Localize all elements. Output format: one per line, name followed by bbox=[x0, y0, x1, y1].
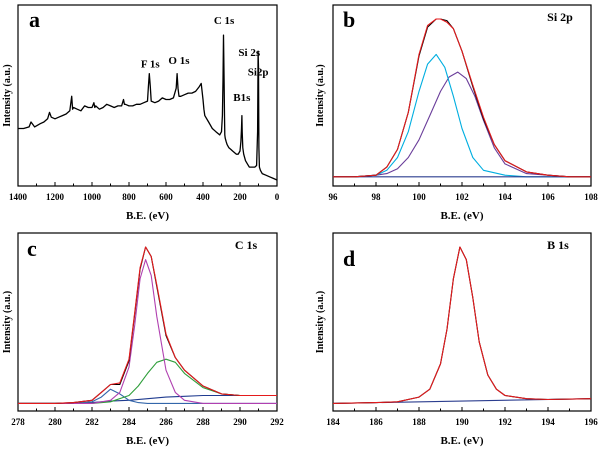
x-tick-label: 800 bbox=[122, 192, 136, 202]
x-tick-label: 100 bbox=[412, 192, 426, 202]
x-tick-label: 104 bbox=[498, 192, 512, 202]
series-line-3 bbox=[332, 246, 592, 404]
plot-frame bbox=[332, 4, 592, 187]
x-tick-label: 98 bbox=[372, 192, 382, 202]
x-tick-label: 96 bbox=[329, 192, 339, 202]
x-axis-title: B.E. (eV) bbox=[440, 435, 483, 447]
peak-label: F 1s bbox=[141, 58, 161, 70]
panel-title: Si 2p bbox=[547, 10, 573, 24]
peak-label: C 1s bbox=[214, 15, 235, 27]
y-axis-title: Intensity (a.u.) bbox=[315, 291, 326, 354]
panel-letter: d bbox=[343, 246, 355, 271]
x-tick-label: 284 bbox=[122, 417, 136, 427]
x-tick-label: 290 bbox=[233, 417, 247, 427]
panel-title: B 1s bbox=[547, 238, 569, 252]
x-tick-label: 280 bbox=[48, 417, 62, 427]
series-line-2 bbox=[333, 53, 591, 178]
peak-label: Si2p bbox=[248, 66, 269, 78]
x-tick-label: 292 bbox=[270, 417, 284, 427]
y-axis-title: Intensity (a.u.) bbox=[315, 64, 326, 127]
panel-b: 96 98 100 102 104 106 108 B.E. (eV) Intensity (a… bbox=[315, 4, 598, 222]
x-tick-label: 200 bbox=[233, 192, 247, 202]
panel-letter: a bbox=[29, 7, 40, 32]
x-tick-label: 1400 bbox=[9, 192, 28, 202]
x-tick-label: 194 bbox=[541, 417, 555, 427]
panel-title: C 1s bbox=[235, 238, 258, 252]
x-tick-label: 102 bbox=[455, 192, 469, 202]
series-line-1 bbox=[18, 394, 277, 404]
x-tick-label: 282 bbox=[85, 417, 99, 427]
x-tick-label: 196 bbox=[584, 417, 598, 427]
y-axis-title: Intensity (a.u.) bbox=[2, 64, 13, 127]
peak-label: Si 2s bbox=[238, 47, 260, 59]
series-line-1 bbox=[18, 34, 278, 181]
x-tick-label: 600 bbox=[159, 192, 173, 202]
panel-letter: c bbox=[27, 236, 37, 261]
x-tick-label: 106 bbox=[541, 192, 555, 202]
x-tick-label: 1000 bbox=[83, 192, 102, 202]
series-line-5 bbox=[333, 18, 591, 178]
series-line-1 bbox=[333, 71, 591, 178]
peak-label: O 1s bbox=[168, 55, 190, 67]
panel-letter: b bbox=[343, 7, 355, 32]
panel-a: 1400 1200 1000 800 600 400 200 0 B.E. (eV) Intens… bbox=[2, 4, 280, 222]
x-tick-label: 288 bbox=[196, 417, 210, 427]
x-tick-label: 1200 bbox=[46, 192, 65, 202]
plot-frame bbox=[17, 232, 278, 412]
x-tick-label: 186 bbox=[369, 417, 383, 427]
series-line-3 bbox=[18, 358, 277, 404]
series-line-2 bbox=[332, 246, 592, 404]
panel-d: 184 186 188 190 192 194 196 B.E. (eV) Intensity … bbox=[315, 232, 598, 447]
x-axis-title: B.E. (eV) bbox=[126, 210, 169, 222]
series-line-4 bbox=[18, 259, 277, 404]
x-tick-label: 190 bbox=[455, 417, 469, 427]
series-line-6 bbox=[18, 246, 277, 404]
series-line-2 bbox=[18, 388, 277, 404]
x-axis-title: B.E. (eV) bbox=[126, 435, 169, 447]
x-tick-label: 0 bbox=[275, 192, 280, 202]
x-tick-label: 192 bbox=[498, 417, 512, 427]
x-tick-label: 400 bbox=[196, 192, 210, 202]
peak-label: B1s bbox=[233, 92, 251, 104]
plot-frame bbox=[332, 232, 592, 412]
x-tick-label: 188 bbox=[412, 417, 426, 427]
x-tick-label: 286 bbox=[159, 417, 173, 427]
x-axis-title: B.E. (eV) bbox=[440, 210, 483, 222]
x-tick-label: 108 bbox=[584, 192, 598, 202]
series-line-5 bbox=[18, 246, 277, 404]
y-axis-title: Intensity (a.u.) bbox=[2, 291, 13, 354]
series-line-4 bbox=[333, 18, 591, 178]
panel-c: 278 280 282 284 286 288 290 292 B.E. (eV) Intensi… bbox=[2, 232, 284, 447]
x-tick-label: 278 bbox=[11, 417, 25, 427]
x-tick-label: 184 bbox=[326, 417, 340, 427]
